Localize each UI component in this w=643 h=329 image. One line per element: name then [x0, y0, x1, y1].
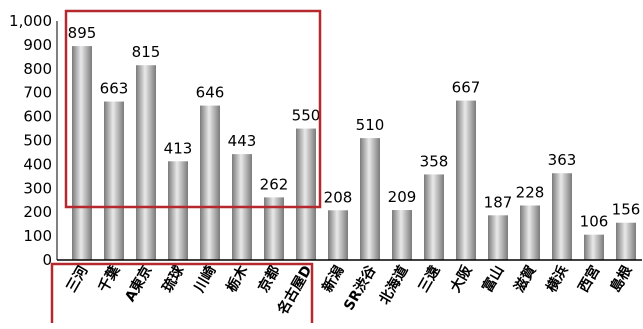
- data-label: 443: [228, 132, 257, 150]
- highlight-box-bars: [64, 9, 322, 209]
- bar: [520, 205, 540, 260]
- x-tick-label: 京都: [255, 263, 284, 296]
- x-tick-label: 琉球: [159, 262, 188, 296]
- bar: [264, 197, 284, 260]
- data-label: 413: [164, 139, 193, 157]
- data-label: 208: [324, 188, 353, 206]
- y-tick-label: 900: [23, 36, 52, 54]
- bar: [392, 210, 412, 260]
- x-tick-label: 川崎: [190, 263, 219, 297]
- bar: [360, 138, 380, 260]
- y-tick-label: 400: [23, 155, 52, 173]
- highlight-boxes: [50, 9, 322, 323]
- bar: [72, 46, 92, 260]
- x-tick-label: 横浜: [543, 263, 572, 296]
- y-axis-ticks: 0 100 200 300 400 500 600 700 800 900 1,000: [9, 12, 52, 269]
- data-label: 106: [580, 213, 609, 231]
- x-tick-label: 滋賀: [511, 263, 540, 296]
- data-label: 663: [100, 80, 129, 98]
- data-label: 646: [196, 84, 225, 102]
- bar: [424, 174, 444, 260]
- data-label: 228: [516, 184, 545, 202]
- y-tick-label: 100: [23, 227, 52, 245]
- x-tick-label: 三河: [63, 263, 92, 296]
- x-tick-label: 千葉: [95, 262, 124, 296]
- bar: [328, 210, 348, 260]
- highlight-box-labels: [50, 262, 314, 323]
- bars: [72, 46, 636, 260]
- x-tick-label: 北海道: [376, 263, 412, 308]
- bar: [200, 105, 220, 260]
- data-label: 358: [420, 152, 449, 170]
- data-label: 895: [68, 24, 97, 42]
- bar: [104, 101, 124, 260]
- data-label: 187: [484, 193, 513, 211]
- data-label: 209: [388, 188, 417, 206]
- y-tick-label: 0: [42, 251, 52, 269]
- x-tick-label: 三遠: [415, 263, 444, 296]
- bar: [136, 65, 156, 260]
- axes: [56, 21, 642, 261]
- x-tick-label: 大阪: [447, 262, 476, 296]
- bar: [584, 234, 604, 260]
- data-label: 815: [132, 43, 161, 61]
- data-label: 510: [356, 116, 385, 134]
- bar: [552, 173, 572, 260]
- y-tick-label: 500: [23, 132, 52, 150]
- bar: [488, 215, 508, 260]
- x-tick-label: 西宮: [575, 263, 604, 296]
- x-tick-label: 栃木: [223, 262, 252, 296]
- x-tick-label: SR渋谷: [340, 262, 380, 314]
- x-tick-label: A東京: [121, 263, 155, 305]
- data-label: 363: [548, 151, 577, 169]
- bar: [456, 100, 476, 260]
- data-label: 550: [292, 107, 321, 125]
- y-tick-label: 1,000: [9, 12, 52, 30]
- data-label: 262: [260, 175, 289, 193]
- y-tick-label: 600: [23, 108, 52, 126]
- bar: [296, 128, 316, 260]
- y-tick-label: 300: [23, 179, 52, 197]
- y-tick-label: 200: [23, 203, 52, 221]
- x-tick-label: 島根: [607, 262, 636, 296]
- data-label: 667: [452, 79, 481, 97]
- y-tick-label: 800: [23, 60, 52, 78]
- y-tick-label: 700: [23, 84, 52, 102]
- x-tick-label: 新潟: [319, 263, 348, 296]
- bar: [168, 161, 188, 260]
- bar: [616, 222, 636, 260]
- x-tick-label: 富山: [479, 263, 508, 296]
- data-label: 156: [612, 201, 641, 219]
